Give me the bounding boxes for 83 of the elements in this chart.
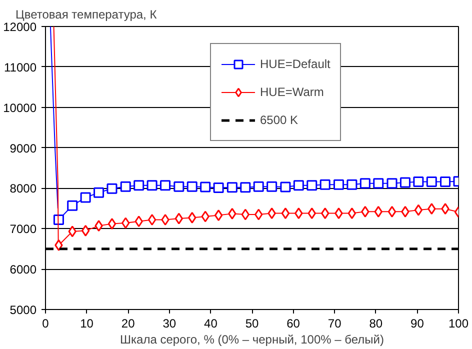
x-tick-label: 30: [162, 316, 176, 330]
point: [106, 183, 118, 194]
y-tick-label: 7000: [10, 222, 37, 236]
point: [361, 206, 370, 218]
point: [388, 206, 396, 218]
point: [226, 182, 238, 193]
point: [400, 177, 410, 188]
x-tick-label: 100: [448, 316, 469, 330]
y-tick-label: 12000: [3, 20, 37, 34]
point: [240, 182, 251, 193]
point: [346, 179, 358, 190]
point: [134, 180, 144, 191]
point: [54, 239, 63, 251]
point: [81, 224, 90, 236]
point: [428, 203, 436, 215]
point: [333, 179, 344, 190]
point: [334, 208, 343, 220]
y-tick-label: 9000: [10, 141, 37, 156]
point: [160, 180, 171, 191]
point: [186, 181, 198, 192]
point: [241, 208, 250, 220]
point: [281, 208, 290, 220]
point: [266, 181, 278, 192]
y-axis-title: Цветовая температура, К: [16, 8, 157, 22]
point: [120, 181, 131, 192]
point: [146, 180, 158, 191]
point: [293, 180, 304, 191]
point: [68, 226, 76, 238]
x-tick-label: 80: [369, 316, 383, 330]
x-axis-title: Шкала серого, % (0% – черный, 100% – белый): [120, 332, 384, 346]
y-tick-label: 5000: [10, 303, 37, 317]
y-tick-label: 8000: [10, 182, 37, 196]
legend-label: HUE=Default: [260, 57, 330, 71]
point: [268, 208, 276, 220]
point: [306, 180, 318, 191]
point: [253, 181, 264, 192]
point: [161, 214, 170, 226]
point: [94, 187, 104, 198]
point: [94, 220, 103, 232]
point: [440, 176, 451, 187]
point: [373, 178, 384, 189]
point: [348, 208, 356, 220]
point: [321, 208, 330, 220]
x-tick-label: 20: [121, 316, 136, 330]
point: [174, 212, 183, 224]
point: [148, 214, 156, 226]
legend-label: 6500 K: [260, 113, 298, 127]
point: [200, 182, 211, 192]
y-tick-label: 11000: [4, 60, 37, 74]
point: [80, 192, 91, 203]
x-tick-label: 90: [410, 316, 424, 330]
y-tick-label: 6000: [10, 262, 37, 277]
point: [108, 218, 116, 230]
point: [67, 200, 78, 211]
point: [254, 208, 263, 220]
point: [294, 208, 303, 220]
point: [441, 203, 450, 215]
legend-label: HUE=Warm: [260, 85, 324, 99]
point: [122, 217, 130, 229]
point: [228, 208, 236, 220]
point: [280, 182, 291, 192]
point: [374, 206, 382, 218]
y-tick-label: 10000: [3, 100, 37, 115]
point: [188, 212, 196, 224]
x-tick-label: 50: [245, 316, 259, 330]
point: [360, 178, 370, 189]
point: [213, 182, 224, 194]
point: [320, 179, 330, 190]
point: [201, 210, 210, 222]
point: [134, 216, 143, 228]
point: [214, 210, 223, 222]
point: [401, 206, 410, 218]
x-tick-label: 10: [80, 316, 94, 330]
point: [413, 176, 424, 187]
x-tick-label: 70: [328, 316, 342, 330]
point: [386, 178, 398, 189]
x-tick-label: 40: [204, 316, 218, 330]
point: [308, 208, 316, 220]
point: [426, 176, 437, 187]
x-tick-label: 60: [286, 316, 300, 330]
x-tick-label: 0: [42, 316, 50, 330]
point: [414, 204, 423, 216]
point: [174, 181, 184, 192]
